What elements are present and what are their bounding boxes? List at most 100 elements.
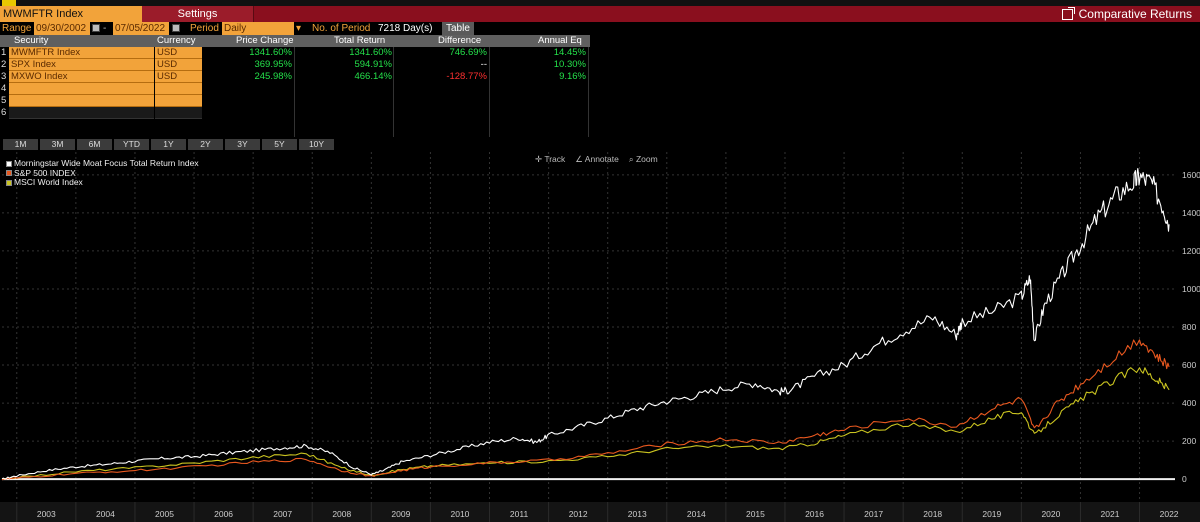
period-button-3y[interactable]: 3Y [225,139,260,150]
period-button-1y[interactable]: 1Y [151,139,186,150]
total-return-value: 594.91% [354,59,392,70]
x-tick-label: 2021 [1101,509,1120,519]
security-input[interactable] [9,83,154,95]
series-line [1,168,1170,480]
y-tick-label: 400 [1182,398,1196,408]
column-divider [393,47,394,137]
x-tick-label: 2014 [687,509,706,519]
difference-value: 746.69% [449,47,487,58]
column-divider [588,47,589,137]
x-tick-label: 2020 [1041,509,1060,519]
title-bar: MWMFTR Index Settings Comparative Return… [0,6,1200,22]
annual-eq-value: 9.16% [559,71,586,82]
x-tick-label: 2019 [982,509,1001,519]
calendar-icon[interactable] [172,24,180,32]
security-input[interactable]: SPX Index [9,59,154,71]
comparative-returns-label: Comparative Returns [1078,7,1192,21]
annual-eq-value: 10.30% [553,59,586,70]
x-tick-label: 2013 [628,509,647,519]
table-row: 6 [0,107,590,119]
num-period-value: 7218 Day(s) [378,23,433,34]
y-tick-label: 800 [1182,322,1196,332]
period-select[interactable]: Daily [222,22,294,35]
security-input[interactable]: MXWO Index [9,71,154,83]
legend-swatch [6,160,12,167]
range-dash: - [103,23,107,34]
period-button-1m[interactable]: 1M [3,139,38,150]
security-input[interactable]: MWMFTR Index [9,47,154,59]
row-number: 6 [1,107,7,118]
currency-input[interactable] [155,107,202,119]
col-price-change: Price Change [236,35,294,46]
annotate-button[interactable]: ∠ Annotate [575,154,619,164]
price-change-value: 1341.60% [249,47,292,58]
x-tick-label: 2011 [510,509,529,519]
comparative-returns-button[interactable]: Comparative Returns [1061,6,1192,22]
legend-swatch [6,170,12,177]
x-tick-label: 2015 [746,509,765,519]
difference-value: -- [480,59,487,70]
period-button-2y[interactable]: 2Y [188,139,223,150]
annotate-label: Annotate [584,154,619,164]
currency-input[interactable] [155,83,202,95]
col-security: Security [14,35,49,46]
table-row: 2 SPX Index USD 369.95% 594.91% -- 10.30… [0,59,590,71]
total-return-value: 1341.60% [349,47,392,58]
period-buttons: 1M 3M 6M YTD 1Y 2Y 3Y 5Y 10Y [3,139,334,150]
row-number: 5 [1,95,7,106]
period-button-5y[interactable]: 5Y [262,139,297,150]
period-label: Period [190,23,219,34]
y-tick-label: 200 [1182,436,1196,446]
calendar-icon[interactable] [92,24,100,32]
performance-chart[interactable]: 0 200 400 600 800 1000 1200 1400 1600 2003 2004 200… [0,150,1200,522]
legend-swatch [6,179,12,186]
x-axis-band [0,502,1200,522]
x-tick-label: 2005 [155,509,174,519]
table-row: 5 [0,95,590,107]
zoom-button[interactable]: ⌕ Zoom [628,154,658,164]
chevron-down-icon[interactable]: ▾ [296,23,302,34]
currency-input[interactable]: USD [155,71,202,83]
security-input[interactable] [9,95,154,107]
x-tick-label: 2017 [864,509,883,519]
period-button-ytd[interactable]: YTD [114,139,149,150]
x-tick-label: 2022 [1160,509,1179,519]
y-tick-label: 1000 [1182,284,1200,294]
table-button[interactable]: Table [442,22,474,35]
annual-eq-value: 14.45% [553,47,586,58]
track-label: Track [544,154,566,164]
col-difference: Difference [438,35,482,46]
x-tick-label: 2010 [451,509,470,519]
table-row: 4 [0,83,590,95]
x-tick-label: 2003 [37,509,56,519]
x-tick-label: 2004 [96,509,115,519]
legend-item[interactable]: Morningstar Wide Moat Focus Total Return… [6,158,199,169]
settings-button[interactable]: Settings [142,6,254,22]
price-change-value: 245.98% [254,71,292,82]
x-tick-label: 2016 [805,509,824,519]
legend-item[interactable]: MSCI World Index [6,177,199,188]
x-tick-label: 2012 [569,509,588,519]
price-change-value: 369.95% [254,59,292,70]
currency-input[interactable]: USD [155,47,202,59]
currency-input[interactable] [155,95,202,107]
y-tick-label: 1200 [1182,246,1200,256]
range-bar: Range 09/30/2002 - 07/05/2022 Period Dai… [0,22,1200,35]
security-input[interactable] [9,107,154,119]
end-date-field[interactable]: 07/05/2022 [113,22,169,35]
series-line [1,339,1170,481]
period-button-10y[interactable]: 10Y [299,139,334,150]
row-number: 4 [1,83,7,94]
security-field[interactable]: MWMFTR Index [0,6,142,22]
num-period-label: No. of Period [312,23,371,34]
currency-input[interactable]: USD [155,59,202,71]
period-button-3m[interactable]: 3M [40,139,75,150]
track-button[interactable]: ✛ Track [535,154,566,164]
period-button-6m[interactable]: 6M [77,139,112,150]
table-row: 3 MXWO Index USD 245.98% 466.14% -128.77… [0,71,590,83]
legend-item[interactable]: S&P 500 INDEX [6,168,199,179]
start-date-field[interactable]: 09/30/2002 [34,22,90,35]
row-number: 1 [1,47,7,58]
difference-value: -128.77% [446,71,487,82]
x-tick-label: 2008 [332,509,351,519]
